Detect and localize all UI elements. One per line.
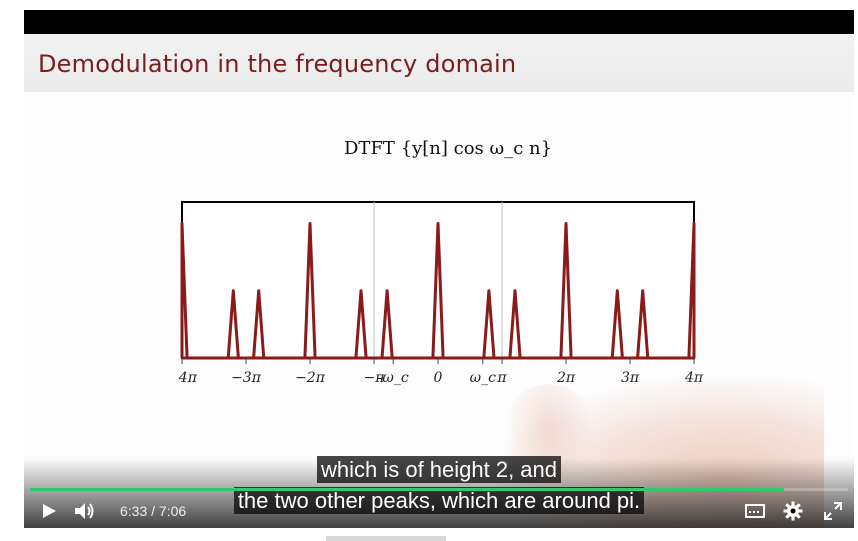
caption-text-1: which is of height 2, and	[316, 456, 562, 483]
play-button[interactable]	[34, 494, 64, 528]
x-tick-label: 0	[434, 370, 443, 386]
volume-button[interactable]	[68, 494, 102, 528]
spectrum-peak	[687, 222, 696, 359]
duration: 7:06	[158, 503, 187, 519]
x-tick-label: −π	[364, 370, 386, 386]
settings-button[interactable]	[776, 494, 810, 528]
progress-bar[interactable]	[30, 488, 848, 491]
spectrum-peak	[380, 289, 394, 359]
time-separator: /	[151, 503, 156, 519]
subtitles-icon	[745, 504, 765, 518]
time-display: 6:33 / 7:06	[120, 503, 186, 519]
lecture-slide: Demodulation in the frequency domain DTF…	[24, 34, 854, 528]
x-tick-label: −4π	[179, 370, 198, 386]
subtitles-button[interactable]	[738, 494, 772, 528]
x-tick-label: −3π	[231, 370, 262, 386]
chart-equation-title: DTFT {y[n] cos ω_c n}	[344, 138, 553, 159]
spectrum-peak	[226, 289, 240, 359]
spectrum-peak	[354, 289, 368, 359]
current-time: 6:33	[120, 503, 148, 519]
caption-text-2: the two other peaks, which are around pi…	[233, 487, 645, 514]
fullscreen-button[interactable]	[816, 494, 850, 528]
slide-title: Demodulation in the frequency domain	[38, 50, 517, 78]
spectrum-peak	[303, 222, 317, 359]
spectrum-peak	[636, 289, 650, 359]
play-icon	[43, 504, 56, 518]
volume-icon	[75, 503, 94, 519]
caption-line-2: the two other peaks, which are around pi…	[24, 487, 854, 514]
spectrum-peak	[252, 289, 266, 359]
x-tick-label: ω_c	[470, 370, 496, 386]
spectrum-peak	[610, 289, 624, 359]
settings-icon	[783, 501, 803, 521]
spectrum-peak	[508, 289, 522, 359]
caption-line-1: which is of height 2, and	[24, 456, 854, 483]
spectrum-peak	[559, 222, 573, 359]
spectrum-peak	[431, 222, 445, 359]
video-player[interactable]: Demodulation in the frequency domain DTF…	[24, 10, 854, 528]
x-tick-label: −2π	[295, 370, 326, 386]
spectrum-peak	[482, 289, 496, 359]
x-tick-label: -ω_c	[378, 370, 409, 386]
spectrum-peak	[180, 222, 189, 359]
slide-header: Demodulation in the frequency domain	[24, 34, 854, 92]
page-scrollbar[interactable]	[326, 536, 446, 541]
control-bar: 6:33 / 7:06	[24, 494, 854, 528]
progress-fill	[30, 488, 785, 491]
fullscreen-icon	[824, 502, 842, 520]
